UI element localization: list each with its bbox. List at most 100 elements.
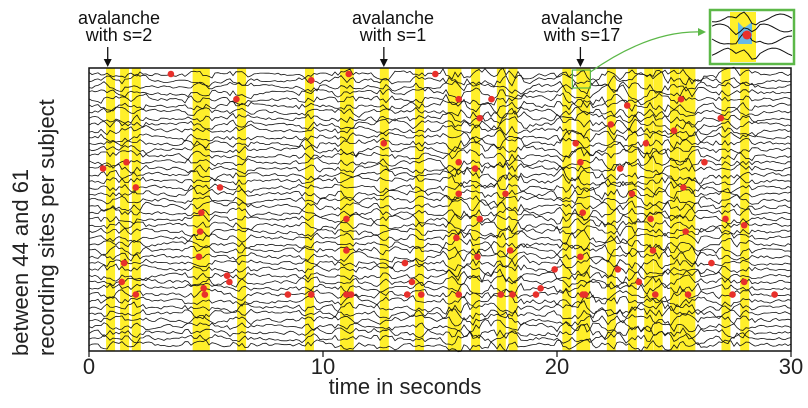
event-marker-25 <box>343 247 350 254</box>
inset-trace-3 <box>711 47 793 60</box>
trace-34 <box>88 280 792 296</box>
event-marker-58 <box>651 291 659 298</box>
event-marker-5 <box>455 95 463 103</box>
event-marker-22 <box>284 291 292 298</box>
event-marker-71 <box>670 127 678 135</box>
event-marker-66 <box>722 215 729 223</box>
event-markers <box>99 70 778 298</box>
avalanche-band-13 <box>452 68 462 351</box>
avalanche-band-15 <box>496 68 506 351</box>
event-marker-42 <box>497 291 505 298</box>
annotation-s2-line2: with s=2 <box>85 25 153 45</box>
avalanche-band-7 <box>304 68 314 351</box>
event-marker-72 <box>623 102 631 109</box>
event-marker-4 <box>432 70 439 78</box>
trace-11 <box>88 135 792 153</box>
trace-25 <box>88 225 792 239</box>
trace-24 <box>88 218 792 233</box>
event-marker-36 <box>471 165 479 172</box>
inset-trace-2 <box>711 31 793 45</box>
x-axis-label: time in seconds <box>328 374 482 399</box>
trace-33 <box>88 274 792 289</box>
event-marker-60 <box>680 184 687 191</box>
trace-2 <box>88 79 792 95</box>
event-marker-55 <box>642 140 650 147</box>
event-marker-46 <box>579 209 587 216</box>
event-marker-0 <box>167 70 175 78</box>
event-marker-62 <box>684 291 692 298</box>
event-marker-23 <box>308 291 315 298</box>
zoom-inset <box>571 8 796 89</box>
event-marker-63 <box>701 158 708 166</box>
y-axis-label-line2: recording sites per subject <box>34 99 59 356</box>
event-marker-49 <box>579 291 587 298</box>
event-marker-18 <box>200 284 207 292</box>
inset-connector <box>590 31 703 73</box>
trace-16 <box>88 167 792 184</box>
event-marker-67 <box>729 291 736 298</box>
x-tick-label-0: 0 <box>82 354 96 379</box>
event-marker-17 <box>223 272 231 279</box>
recording-traces <box>88 66 792 353</box>
event-marker-65 <box>717 114 725 122</box>
event-marker-7 <box>380 140 388 147</box>
trace-28 <box>88 243 792 257</box>
event-marker-27 <box>347 291 355 298</box>
trace-0 <box>88 66 792 83</box>
event-marker-43 <box>532 291 540 298</box>
avalanche-band-17 <box>562 68 572 351</box>
trace-14 <box>88 155 792 171</box>
inset-event-marker <box>742 30 752 40</box>
event-marker-10 <box>132 184 140 191</box>
inset-trace-0 <box>711 11 793 26</box>
avalanche-band-25 <box>679 68 689 351</box>
x-axis-ticks <box>88 351 792 357</box>
x-tick-label-30: 30 <box>778 354 804 379</box>
event-marker-19 <box>226 278 233 286</box>
trace-32 <box>88 268 792 285</box>
event-marker-45 <box>577 158 584 166</box>
trace-31 <box>88 263 792 277</box>
event-marker-33 <box>455 190 463 198</box>
avalanche-band-6 <box>237 68 247 351</box>
y-axis-label-line1: between 44 and 61 <box>8 168 33 356</box>
avalanche-band-24 <box>670 68 679 351</box>
x-tick-label-20: 20 <box>544 354 570 379</box>
avalanche-band-5 <box>200 68 210 351</box>
event-marker-69 <box>740 278 748 286</box>
annotation-s1-line2: with s=1 <box>359 25 427 45</box>
trace-20 <box>88 194 792 207</box>
trace-40 <box>88 319 792 333</box>
event-marker-8 <box>99 165 107 172</box>
event-marker-21 <box>201 291 209 298</box>
avalanche-band-27 <box>721 68 731 351</box>
annotation-arrowhead-2 <box>576 59 585 67</box>
event-marker-12 <box>198 209 205 216</box>
avalanche-band-11 <box>414 68 424 351</box>
trace-29 <box>88 250 792 265</box>
event-marker-74 <box>537 284 544 292</box>
avalanche-band-9 <box>344 68 354 351</box>
trace-7 <box>88 110 792 126</box>
trace-6 <box>88 106 792 119</box>
trace-30 <box>88 254 792 272</box>
plot-frame <box>88 67 792 352</box>
event-marker-41 <box>509 291 516 298</box>
avalanche-band-18 <box>576 68 586 351</box>
annotation-s17-line2: with s=17 <box>543 25 621 45</box>
event-marker-53 <box>628 190 636 198</box>
avalanche-band-14 <box>471 68 481 351</box>
avalanche-band-23 <box>653 68 663 351</box>
trace-21 <box>88 198 792 212</box>
trace-39 <box>88 311 792 327</box>
event-marker-37 <box>476 215 484 223</box>
event-marker-51 <box>616 165 624 172</box>
trace-13 <box>88 147 792 163</box>
avalanche-band-19 <box>581 68 591 351</box>
trace-41 <box>88 323 792 339</box>
event-marker-16 <box>118 278 126 286</box>
trace-18 <box>88 181 792 196</box>
y-axis-label: between 44 and 61 recording sites per su… <box>2 56 62 356</box>
x-tick-label-10: 10 <box>310 354 336 379</box>
